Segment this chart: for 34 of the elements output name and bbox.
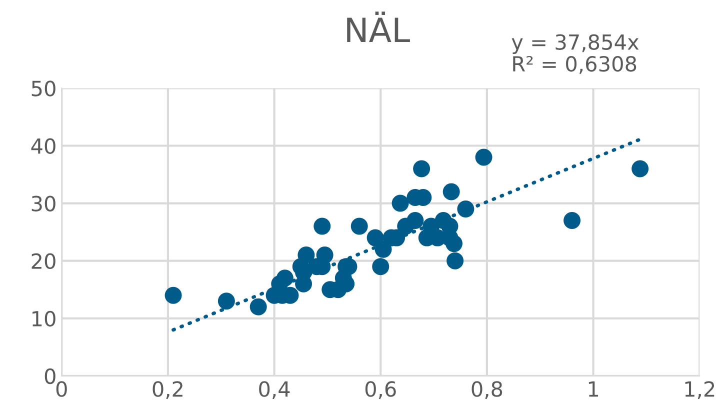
x-tick-label: 0 <box>56 381 67 397</box>
y-tick-label: 10 <box>32 310 56 327</box>
point <box>406 212 424 230</box>
point <box>250 298 267 316</box>
x-tick-label: 1,2 <box>685 381 714 400</box>
x-tick-label: 0,8 <box>472 381 502 400</box>
point <box>298 246 315 264</box>
point <box>164 286 182 304</box>
x-tick-label: 1 <box>588 381 598 397</box>
x-tick-label: 0,2 <box>152 381 182 400</box>
chart-title: NÄL <box>347 12 410 42</box>
point <box>218 292 235 310</box>
text: y = 37,854x R² = 0,6308 <box>512 34 639 74</box>
point <box>445 235 462 252</box>
point <box>475 148 492 166</box>
point <box>413 160 430 178</box>
y-tick-label: 20 <box>32 253 56 270</box>
point <box>446 252 464 270</box>
x-tick-label: 0,4 <box>259 381 290 400</box>
point <box>314 218 331 235</box>
point <box>350 218 368 235</box>
point <box>392 194 409 212</box>
point <box>374 240 392 258</box>
point <box>632 160 649 178</box>
y-tick-label: 30 <box>32 196 56 212</box>
point <box>276 270 294 287</box>
y-tick-label: 0 <box>44 368 56 384</box>
point <box>457 200 474 218</box>
y-tick-label: 50 <box>32 80 56 96</box>
point <box>564 212 581 230</box>
x-tick-label: 0,6 <box>365 381 396 400</box>
point <box>442 183 460 200</box>
y-tick-label: 40 <box>31 138 56 154</box>
point <box>372 258 390 276</box>
